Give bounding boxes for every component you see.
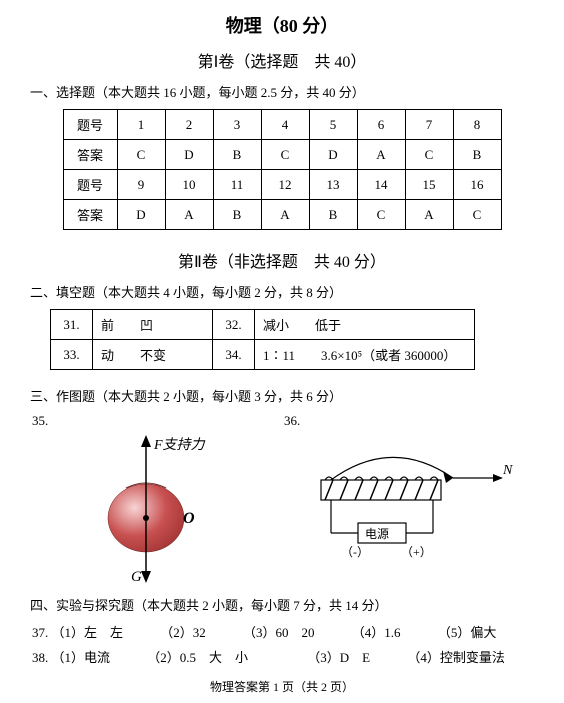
q-num: 5 bbox=[309, 110, 357, 140]
q-ans: C bbox=[405, 140, 453, 170]
q37-line: 37. （1）左 左 （2）32 （3）60 20 （4）1.6 （5）偏大 bbox=[30, 622, 534, 641]
q-ans: C bbox=[117, 140, 165, 170]
q-num: 13 bbox=[309, 170, 357, 200]
main-title: 物理（80 分） bbox=[30, 12, 534, 38]
row-label: 答案 bbox=[63, 200, 117, 230]
fill-num: 34. bbox=[213, 340, 255, 370]
q-ans: A bbox=[357, 140, 405, 170]
row-label: 题号 bbox=[63, 110, 117, 140]
q-num: 9 bbox=[117, 170, 165, 200]
q38-num: 38. bbox=[32, 650, 48, 665]
q38-part: （3）D E bbox=[307, 650, 370, 665]
plus-label: （+） bbox=[401, 545, 432, 559]
q-num: 3 bbox=[213, 110, 261, 140]
q37-part: （1）左 左 bbox=[52, 625, 124, 640]
q-ans: A bbox=[165, 200, 213, 230]
q-ans: B bbox=[309, 200, 357, 230]
draw-item-35: 35. bbox=[30, 413, 282, 583]
section2-desc: 二、填空题（本大题共 4 小题，每小题 2 分，共 8 分） bbox=[30, 282, 534, 301]
g-label: G bbox=[131, 569, 142, 583]
fill-ans: 减小 低于 bbox=[255, 310, 475, 340]
q38-part: （4）控制变量法 bbox=[407, 650, 505, 665]
q-ans: D bbox=[309, 140, 357, 170]
power-label: 电源 bbox=[365, 527, 389, 541]
fill-num: 33. bbox=[51, 340, 93, 370]
q-num: 11 bbox=[213, 170, 261, 200]
solenoid-circuit-icon: N 电源 （-） （+） bbox=[303, 438, 513, 578]
o-label: O bbox=[183, 510, 195, 527]
fill-table: 31. 前 凹 32. 减小 低于 33. 动 不变 34. 1∶11 3.6×… bbox=[50, 309, 475, 370]
q-ans: A bbox=[261, 200, 309, 230]
q-num: 7 bbox=[405, 110, 453, 140]
q-num: 16 bbox=[453, 170, 501, 200]
part2-title: 第Ⅱ卷（非选择题 共 40 分） bbox=[30, 248, 534, 272]
q37-part: （2）32 bbox=[160, 625, 206, 640]
q-num: 6 bbox=[357, 110, 405, 140]
row-label: 题号 bbox=[63, 170, 117, 200]
fill-ans: 动 不变 bbox=[93, 340, 213, 370]
q-ans: D bbox=[117, 200, 165, 230]
figure-36: N 电源 （-） （+） bbox=[282, 433, 534, 583]
q37-part: （5）偏大 bbox=[438, 625, 497, 640]
q-num: 14 bbox=[357, 170, 405, 200]
q35-label: 35. bbox=[30, 413, 282, 429]
answer-table: 题号 1 2 3 4 5 6 7 8 答案 C D B C D A C B 题号… bbox=[63, 109, 502, 230]
fill-ans: 前 凹 bbox=[93, 310, 213, 340]
draw-item-36: 36. N 电源 bbox=[282, 413, 534, 583]
q-ans: B bbox=[453, 140, 501, 170]
q37-part: （3）60 20 bbox=[243, 625, 315, 640]
figure-35: F支持力 O G bbox=[30, 433, 282, 583]
q36-label: 36. bbox=[282, 413, 534, 429]
fill-num: 32. bbox=[213, 310, 255, 340]
q37-num: 37. bbox=[32, 625, 48, 640]
minus-label: （-） bbox=[341, 545, 369, 559]
n-label: N bbox=[502, 463, 513, 478]
f-label: F支持力 bbox=[153, 437, 206, 453]
section1-desc: 一、选择题（本大题共 16 小题，每小题 2.5 分，共 40 分） bbox=[30, 82, 534, 101]
apple-force-diagram-icon: F支持力 O G bbox=[91, 433, 221, 583]
q-num: 15 bbox=[405, 170, 453, 200]
page-footer: 物理答案第 1 页（共 2 页） bbox=[0, 678, 564, 695]
q-ans: C bbox=[357, 200, 405, 230]
q-ans: C bbox=[453, 200, 501, 230]
q37-part: （4）1.6 bbox=[352, 625, 401, 640]
q-num: 4 bbox=[261, 110, 309, 140]
section3-desc: 三、作图题（本大题共 2 小题，每小题 3 分，共 6 分） bbox=[30, 386, 534, 405]
part1-title: 第Ⅰ卷（选择题 共 40） bbox=[30, 48, 534, 72]
fill-num: 31. bbox=[51, 310, 93, 340]
q-num: 12 bbox=[261, 170, 309, 200]
row-label: 答案 bbox=[63, 140, 117, 170]
q-num: 2 bbox=[165, 110, 213, 140]
draw-row: 35. bbox=[30, 413, 534, 583]
q-ans: D bbox=[165, 140, 213, 170]
q38-part: （1）电流 bbox=[52, 650, 111, 665]
fill-ans: 1∶11 3.6×10⁵（或者 360000） bbox=[255, 340, 475, 370]
section4-desc: 四、实验与探究题（本大题共 2 小题，每小题 7 分，共 14 分） bbox=[30, 595, 534, 614]
q38-line: 38. （1）电流 （2）0.5 大 小 （3）D E （4）控制变量法 bbox=[30, 647, 534, 666]
q-num: 8 bbox=[453, 110, 501, 140]
q-ans: C bbox=[261, 140, 309, 170]
q-num: 1 bbox=[117, 110, 165, 140]
q38-part: （2）0.5 大 小 bbox=[147, 650, 248, 665]
q-num: 10 bbox=[165, 170, 213, 200]
q-ans: B bbox=[213, 200, 261, 230]
q-ans: B bbox=[213, 140, 261, 170]
q-ans: A bbox=[405, 200, 453, 230]
